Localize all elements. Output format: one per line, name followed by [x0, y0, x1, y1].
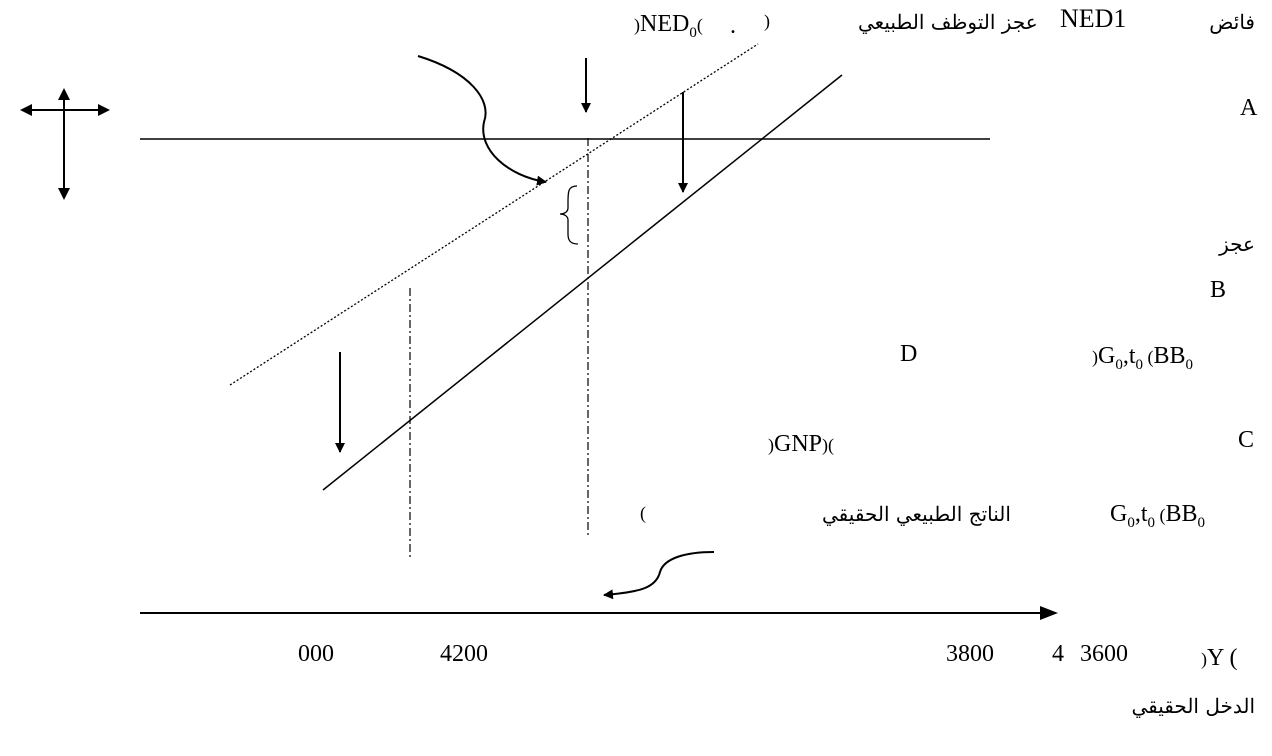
bb0-lower-t: ,t — [1134, 501, 1148, 527]
curved-arrow-to-gap — [417, 55, 547, 186]
wavy-arrow-natural-output — [603, 551, 715, 600]
bb0-lower-bb: BB — [1165, 501, 1198, 527]
label-natural-real-output: الناتج الطبيعي الحقيقي — [822, 502, 1011, 526]
label-paren-close-top: ) — [764, 11, 770, 31]
tick-label-3800: 3800 — [946, 641, 994, 667]
bb0-upper-g-sub: 0 — [1115, 356, 1123, 373]
bb0-upper-t-sub: 0 — [1135, 356, 1144, 373]
label-ned1: NED1 — [1060, 4, 1127, 33]
gnp-close: ) — [822, 435, 829, 455]
label-ned0-dot: . — [730, 13, 736, 39]
ned0-name: NED — [640, 11, 690, 37]
tick-label-000: 000 — [298, 641, 334, 667]
tick-label-3600: 3600 — [1080, 641, 1128, 667]
label-surplus: فائض — [1209, 10, 1255, 34]
ned0-sub: 0 — [689, 24, 697, 41]
ned0-open: ) — [634, 15, 640, 35]
tick-label-4200: 4200 — [440, 641, 488, 667]
gnp-open: ) — [768, 435, 774, 455]
bb0-upper-g: G — [1098, 343, 1116, 369]
x-axis-arrow-icon — [1040, 606, 1058, 620]
bb0-upper-t: ,t — [1122, 343, 1136, 369]
label-bb0-upper: )G0,t0 (BB0 — [1092, 344, 1193, 373]
bb0-solid-line — [322, 74, 843, 491]
label-ned0: )NED0( — [634, 12, 703, 41]
gnp-text: GNP — [774, 431, 823, 457]
label-gnp: )GNP)( — [768, 432, 834, 456]
bb0-lower-g-sub: 0 — [1127, 514, 1135, 531]
bb0-upper-bb: BB — [1153, 343, 1186, 369]
ned0-close: ( — [696, 15, 703, 35]
gap-brace — [559, 185, 579, 245]
label-paren-mid: ( — [640, 503, 646, 523]
label-point-b: B — [1210, 277, 1227, 303]
bb0-upper-bb-sub: 0 — [1185, 356, 1194, 373]
label-deficit: عجز — [1219, 232, 1255, 256]
ned0-dotted-line — [229, 43, 759, 386]
axis-label-real-income: الدخل الحقيقي — [1131, 694, 1255, 718]
label-bb0-lower: G0,t0 (BB0 — [1110, 502, 1205, 531]
label-point-c: C — [1238, 427, 1255, 453]
axis-y-text: Y ( — [1207, 645, 1238, 671]
bb0-lower-g: G — [1110, 501, 1128, 527]
four-way-arrow-icon — [20, 88, 110, 200]
label-point-d: D — [900, 341, 918, 367]
tick-label-4: 4 — [1052, 641, 1064, 667]
axis-y-open: ) — [1201, 649, 1207, 669]
bb0-lower-paren: ( — [1155, 505, 1166, 525]
label-point-a: A — [1240, 95, 1258, 121]
bb0-lower-bb-sub: 0 — [1197, 514, 1206, 531]
label-deficit-natural-employment: عجز التوظف الطبيعي — [858, 10, 1038, 34]
axis-label-y: )Y ( — [1201, 646, 1237, 670]
bb0-upper-paren: ( — [1143, 347, 1154, 367]
bb0-lower-t-sub: 0 — [1147, 514, 1156, 531]
gnp-close2: ( — [828, 435, 835, 455]
bb0-upper-open: ) — [1092, 347, 1098, 367]
